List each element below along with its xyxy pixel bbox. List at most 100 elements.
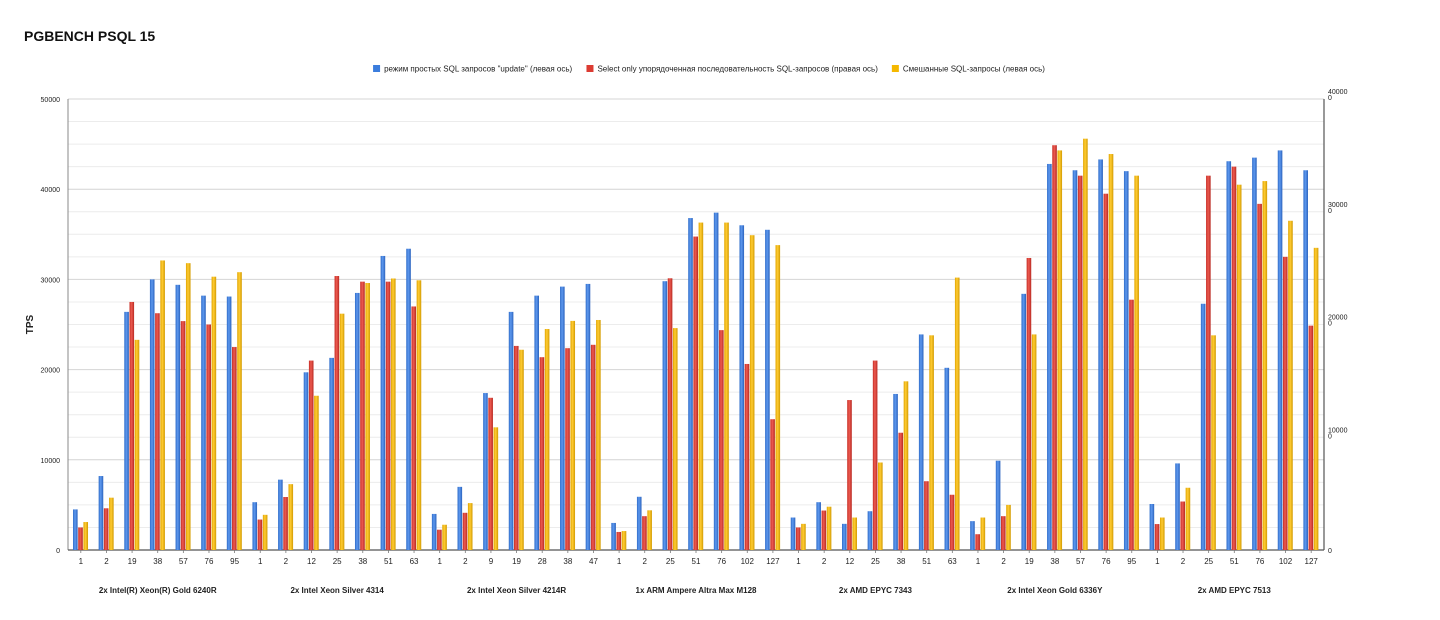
bar — [457, 486, 463, 550]
axis-labels: 0 10000 20000 30000 40000 50000 0 10000 0 20000 0 3… — [25, 89, 1348, 595]
x-tick-label: 38 — [897, 557, 906, 566]
bar — [308, 360, 314, 550]
bar — [852, 517, 857, 550]
x-tick-label: 38 — [358, 557, 367, 566]
bar — [360, 281, 365, 550]
x-tick-label: 127 — [1305, 557, 1319, 566]
x-tick-label: 102 — [1279, 557, 1293, 566]
y2-tick-label: 10000 0 — [1328, 427, 1348, 440]
bar — [539, 357, 545, 550]
group-label: 2x Intel(R) Xeon(R) Gold 6240R — [99, 586, 217, 595]
bar — [1211, 335, 1216, 550]
group-label: 2x AMD EPYC 7513 — [1198, 586, 1272, 595]
bar — [719, 330, 724, 550]
x-tick-label: 76 — [1102, 557, 1111, 566]
bar — [1277, 150, 1283, 550]
bar — [134, 339, 140, 550]
bar — [488, 397, 493, 550]
bar — [1134, 175, 1139, 551]
bar — [893, 393, 898, 550]
x-tick-label: 2 — [822, 557, 827, 566]
bar — [847, 400, 852, 550]
bar — [672, 328, 678, 550]
legend[interactable]: режим простых SQL запросов "update" (лев… — [373, 65, 1045, 74]
y-tick-label: 30000 — [41, 277, 61, 284]
bar — [980, 517, 986, 550]
bar — [431, 513, 437, 550]
bar — [534, 295, 540, 550]
bar — [437, 529, 442, 550]
bar — [611, 522, 616, 550]
x-tick-label: 2 — [643, 557, 648, 566]
bar — [155, 313, 160, 550]
x-tick-label: 63 — [410, 557, 419, 566]
bar — [1313, 247, 1319, 550]
x-tick-label: 57 — [179, 557, 188, 566]
x-tick-label: 95 — [1127, 557, 1136, 566]
bar — [232, 347, 237, 550]
bar — [257, 519, 263, 550]
bar — [442, 524, 447, 550]
bar — [662, 281, 668, 550]
bar — [616, 531, 622, 550]
bar — [1231, 166, 1237, 550]
y2-tick-label: 20000 0 — [1328, 315, 1348, 328]
y2-tick-label: 0 — [1328, 548, 1332, 555]
bar — [585, 283, 591, 550]
x-tick-label: 1 — [79, 557, 84, 566]
y2-tick-label: 40000 0 — [1328, 89, 1348, 102]
bar — [462, 512, 468, 550]
x-tick-label: 1 — [1155, 557, 1160, 566]
x-tick-label: 9 — [489, 557, 494, 566]
bar — [790, 517, 796, 550]
y2-tick-label: 30000 0 — [1328, 202, 1348, 215]
bar — [334, 276, 340, 550]
x-tick-label: 47 — [589, 557, 598, 566]
bar — [339, 313, 345, 550]
bar — [1103, 193, 1109, 550]
bar — [688, 218, 693, 550]
bar — [667, 278, 673, 550]
bar — [391, 278, 396, 550]
bar — [621, 531, 627, 550]
x-tick-label: 19 — [512, 557, 521, 566]
bar — [1123, 171, 1129, 550]
legend-swatch — [373, 65, 381, 72]
legend-label: режим простых SQL запросов "update" (лев… — [384, 65, 572, 74]
x-tick-label: 76 — [1255, 557, 1264, 566]
bar — [970, 521, 975, 550]
bar — [98, 476, 104, 550]
x-tick-label: 51 — [922, 557, 931, 566]
bar — [129, 301, 135, 550]
bar — [1052, 145, 1057, 551]
bar — [1282, 256, 1288, 550]
x-tick-label: 127 — [766, 557, 780, 566]
x-tick-label: 76 — [205, 557, 214, 566]
bar — [226, 296, 232, 550]
x-tick-label: 1 — [796, 557, 801, 566]
bar — [124, 311, 129, 550]
bar — [519, 349, 524, 550]
x-tick-label: 102 — [741, 557, 755, 566]
chart-title: PGBENCH PSQL 15 — [24, 28, 156, 44]
y-tick-label: 10000 — [41, 458, 61, 465]
bar — [1308, 325, 1314, 550]
bar — [1098, 159, 1103, 550]
bar — [1257, 203, 1262, 551]
bar — [1236, 184, 1242, 550]
legend-swatch — [891, 65, 899, 72]
legend-swatch — [586, 65, 594, 72]
x-tick-label: 1 — [617, 557, 622, 566]
bar — [288, 484, 294, 550]
bar — [1031, 334, 1037, 550]
bar — [565, 348, 570, 550]
x-tick-label: 1 — [976, 557, 981, 566]
x-tick-label: 19 — [1025, 557, 1034, 566]
x-tick-label: 28 — [538, 557, 547, 566]
x-tick-label: 2 — [284, 557, 289, 566]
bar — [903, 381, 909, 550]
y-tick-label: 0 — [56, 548, 60, 555]
bar — [467, 503, 473, 550]
bar — [1200, 303, 1206, 550]
bar — [160, 260, 165, 550]
